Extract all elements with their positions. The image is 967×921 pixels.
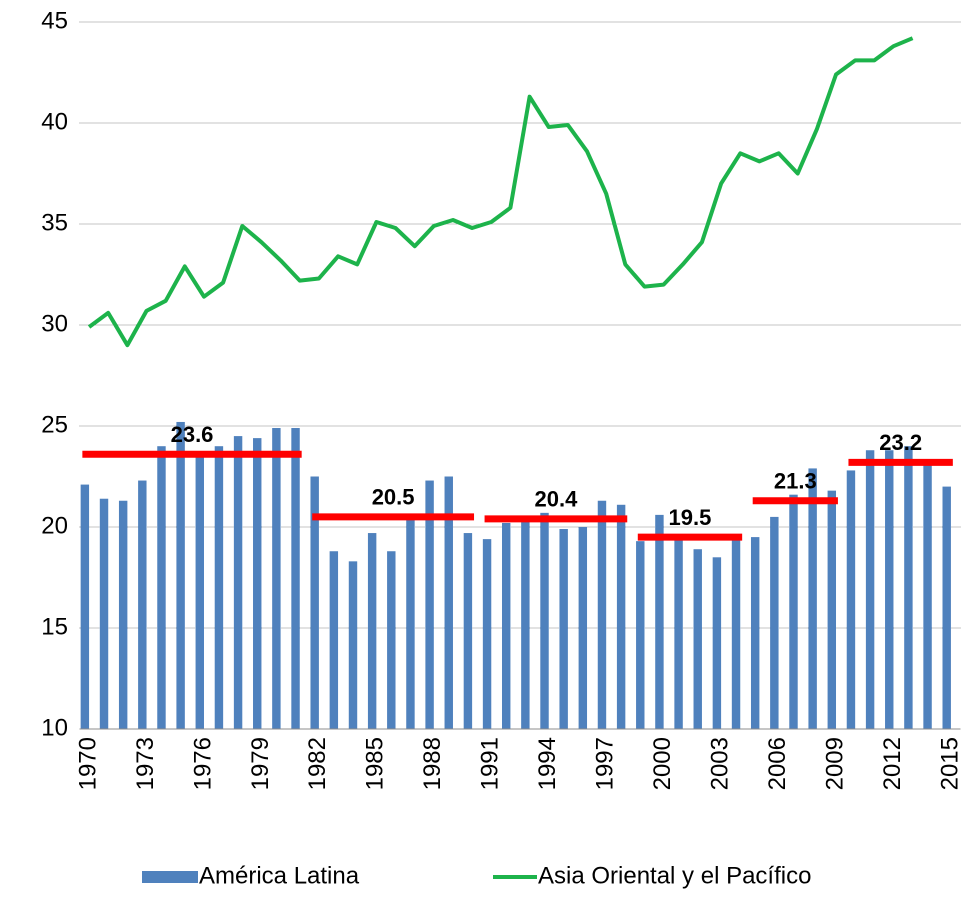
y-tick-label: 20 (41, 512, 68, 539)
y-tick-label: 30 (41, 310, 68, 337)
bar (846, 470, 856, 729)
x-tick-label: 1973 (132, 737, 159, 790)
bar (501, 522, 511, 729)
y-tick-label: 40 (41, 108, 68, 135)
bar (253, 438, 262, 729)
bar (559, 529, 568, 729)
bar (827, 490, 837, 729)
bar (99, 498, 109, 729)
x-tick-label: 2015 (936, 737, 963, 790)
bar (578, 527, 588, 729)
bar (750, 537, 760, 729)
bar (138, 480, 147, 729)
bar (885, 450, 894, 729)
bar (329, 551, 339, 729)
y-tick-label: 15 (41, 613, 68, 640)
bar (157, 446, 166, 729)
bar (291, 428, 300, 729)
x-tick-label: 1976 (189, 737, 216, 790)
bar (904, 446, 913, 729)
bar (406, 514, 415, 729)
bar (463, 533, 473, 729)
period-label: 20.5 (372, 485, 415, 510)
legend-label: Asia Oriental y el Pacífico (538, 862, 811, 889)
bar (597, 500, 607, 729)
bar (674, 537, 683, 729)
bar (712, 557, 722, 729)
period-label: 21.3 (774, 469, 817, 494)
x-tick-label: 1991 (477, 737, 504, 790)
bar (348, 561, 358, 729)
bar (367, 533, 377, 729)
bar (310, 476, 319, 729)
bar (80, 484, 90, 729)
bar (387, 551, 396, 729)
bar (444, 476, 453, 729)
bar (482, 539, 492, 729)
period-label: 23.2 (879, 430, 922, 455)
y-tick-label: 35 (41, 209, 68, 236)
bar (636, 541, 645, 729)
bar (272, 428, 281, 729)
x-tick-label: 1970 (74, 737, 101, 790)
bar (655, 514, 664, 729)
bar (789, 494, 798, 729)
x-tick-label: 2006 (764, 737, 791, 790)
bar (521, 518, 530, 729)
period-label: 19.5 (669, 505, 712, 530)
bar (233, 436, 243, 729)
bar (731, 537, 741, 729)
bar (693, 549, 702, 729)
legend-label: América Latina (199, 862, 360, 889)
bar (540, 512, 549, 729)
bar (616, 504, 626, 729)
bar (808, 468, 817, 729)
y-tick-label: 25 (41, 411, 68, 438)
x-tick-label: 1985 (362, 737, 389, 790)
x-tick-label: 2009 (821, 737, 848, 790)
bar (214, 446, 224, 729)
y-tick-label: 10 (41, 714, 68, 741)
period-label: 20.4 (534, 487, 578, 512)
legend-swatch (142, 871, 198, 883)
x-tick-label: 2012 (879, 737, 906, 790)
bar (942, 486, 951, 729)
bar (195, 454, 204, 729)
x-tick-label: 1994 (534, 737, 561, 790)
bar (770, 516, 779, 729)
bar (923, 460, 932, 729)
x-tick-label: 2003 (706, 737, 733, 790)
bar (425, 480, 434, 729)
bar (118, 500, 128, 729)
bar (176, 421, 185, 729)
x-tick-label: 1988 (419, 737, 446, 790)
x-tick-label: 1979 (247, 737, 274, 790)
line-series (87, 36, 914, 348)
x-tick-label: 1997 (592, 737, 619, 790)
period-label: 23.6 (171, 422, 214, 447)
bar (865, 450, 875, 729)
x-tick-label: 1982 (304, 737, 331, 790)
x-tick-label: 2000 (649, 737, 676, 790)
y-tick-label: 45 (41, 7, 68, 34)
